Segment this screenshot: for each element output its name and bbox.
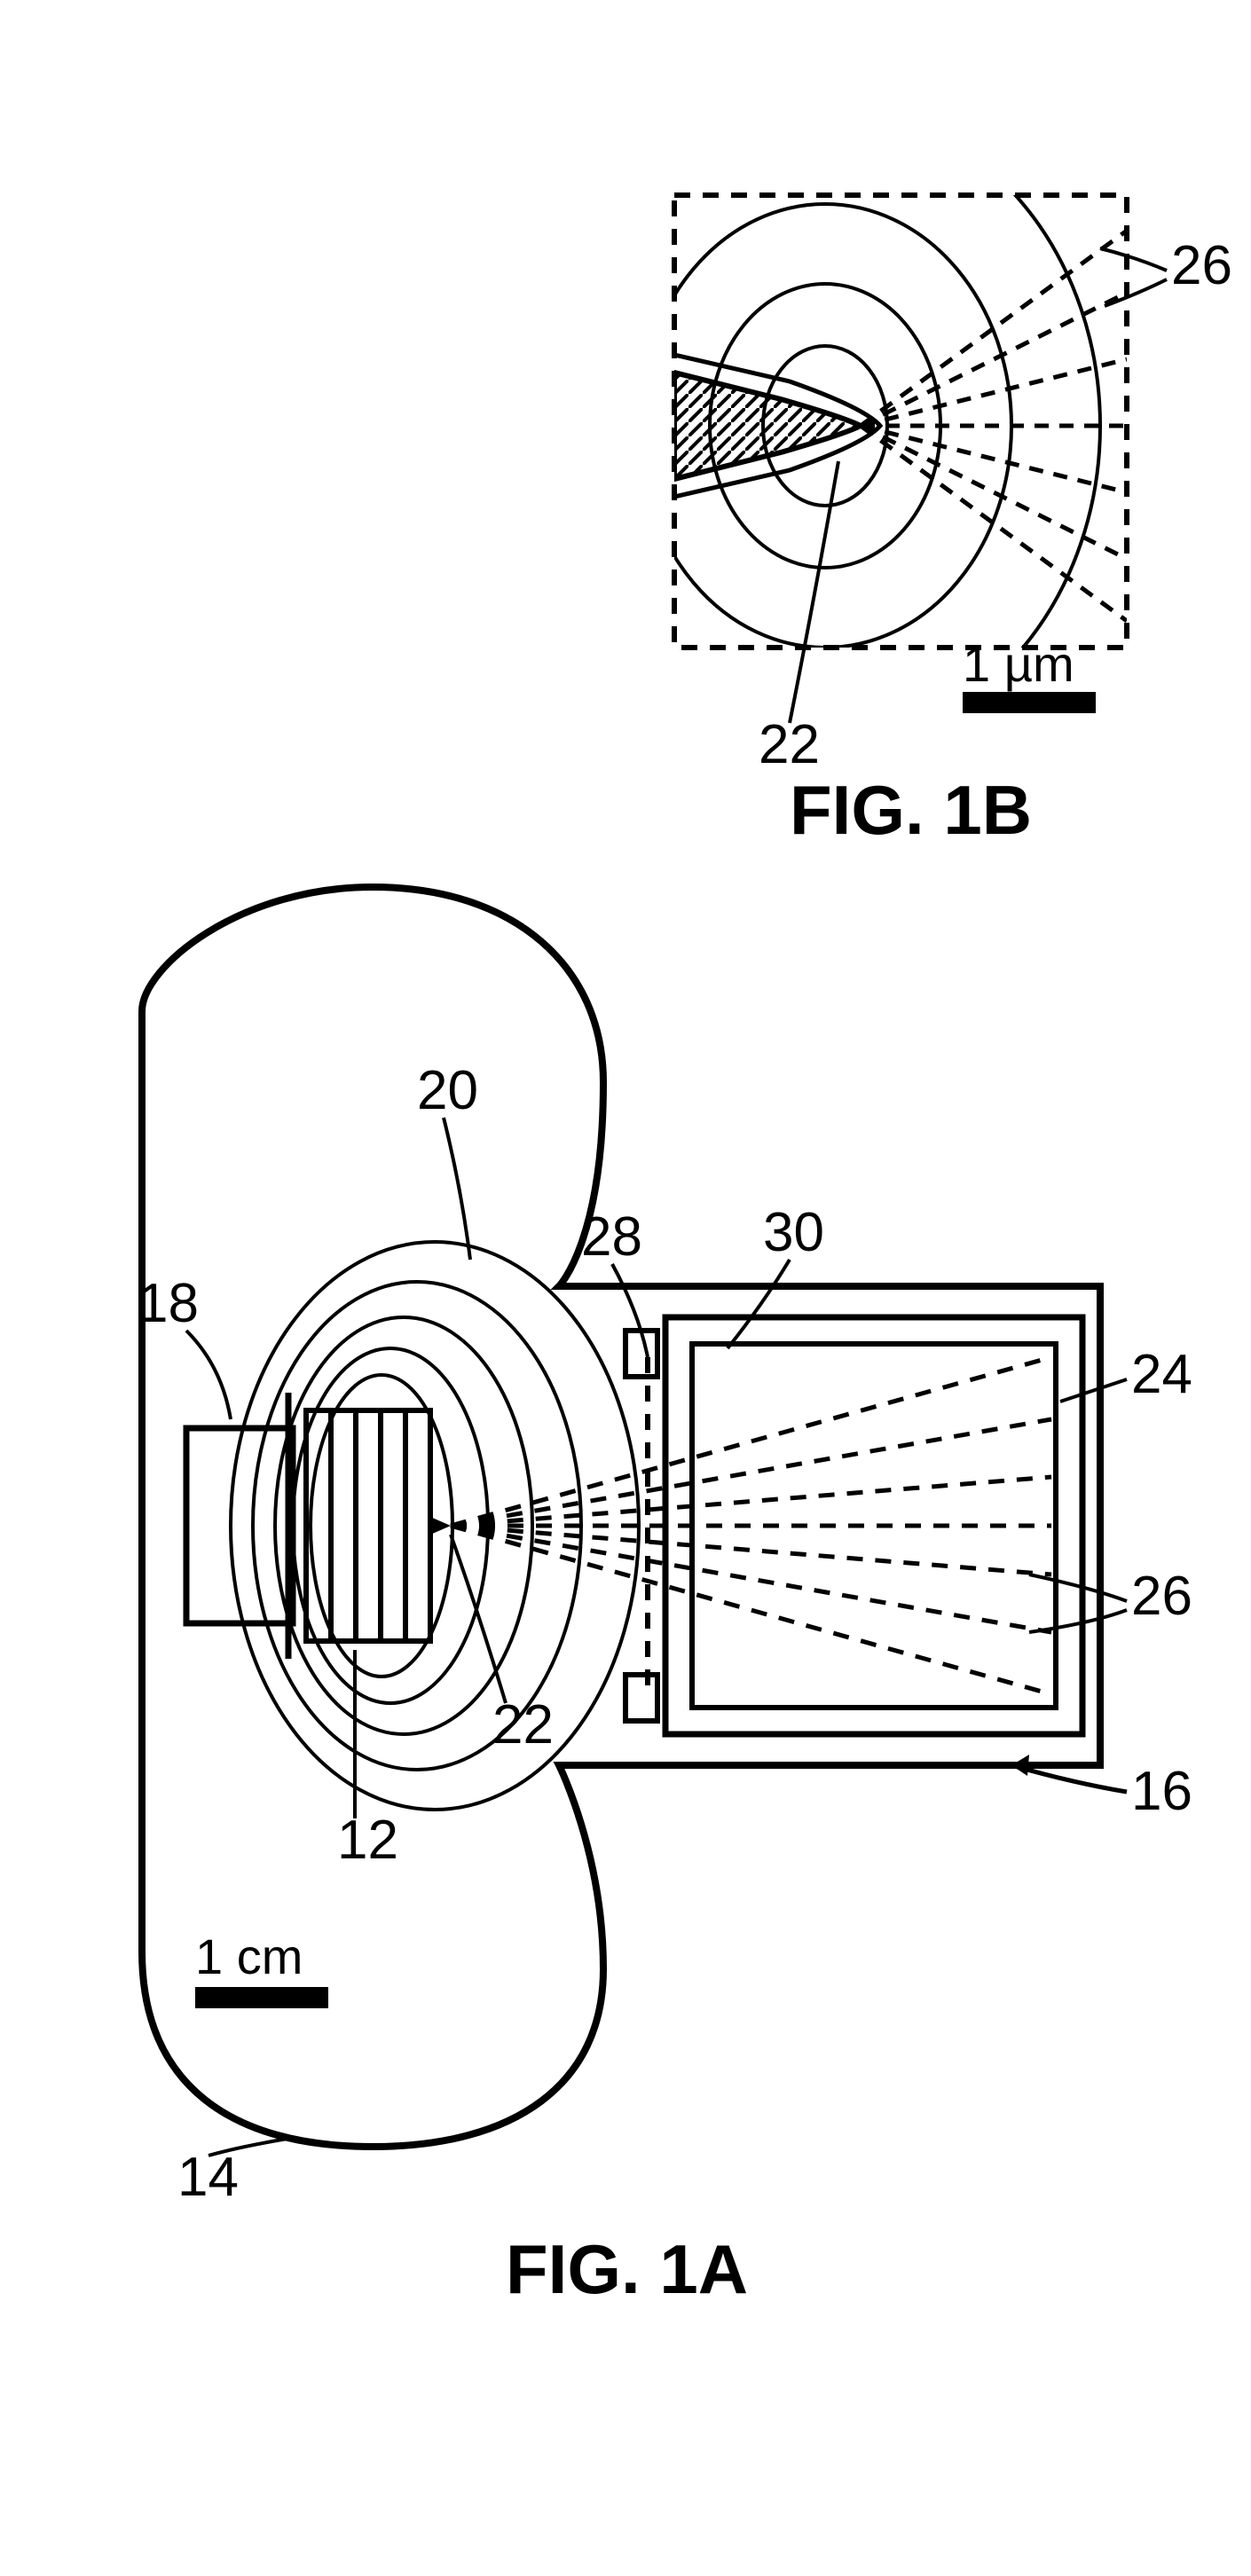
electrode-28-post-bot [626, 1675, 657, 1721]
fig-1a-label: FIG. 1A [506, 2230, 748, 2308]
patent-figure-sheet: 1 cm 18 20 30 24 26 16 28 [0, 0, 1251, 2576]
fig1b-beam-fan [861, 231, 1127, 621]
ref-20: 20 [417, 1060, 478, 1121]
ref-12: 12 [337, 1810, 398, 1871]
scale-label-1cm: 1 cm [195, 1928, 303, 1984]
ref-22: 22 [492, 1694, 554, 1755]
ref-26: 26 [1131, 1566, 1192, 1627]
coil-stack-12 [306, 1410, 430, 1641]
scale-label-1um: 1 µm [963, 636, 1074, 692]
fig-1a: 1 cm 18 20 30 24 26 16 28 [138, 887, 1192, 2308]
ref-26b: 26 [1171, 235, 1232, 296]
ref-14: 14 [177, 2147, 239, 2208]
ref-16: 16 [1131, 1761, 1192, 1822]
ref-28: 28 [581, 1206, 642, 1268]
fig-1b: 26 22 1 µm FIG. 1B [550, 106, 1232, 849]
ref-22b: 22 [759, 714, 820, 775]
beam-fan-26 [451, 1357, 1051, 1694]
fig-1b-label: FIG. 1B [790, 771, 1032, 849]
scale-bar-1cm: 1 cm [195, 1928, 328, 2008]
scale-bar-1um: 1 µm [963, 636, 1096, 713]
emitter-tip-22 [430, 1517, 451, 1535]
emitter-tip-22b [674, 373, 861, 479]
ref-18: 18 [138, 1273, 199, 1334]
ref-24: 24 [1131, 1344, 1192, 1405]
ref-30: 30 [763, 1202, 824, 1263]
